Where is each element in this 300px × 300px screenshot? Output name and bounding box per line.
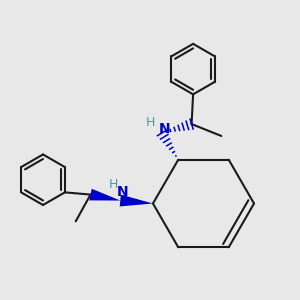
Text: N: N — [158, 122, 170, 136]
Polygon shape — [120, 195, 153, 206]
Polygon shape — [89, 189, 120, 200]
Text: H: H — [109, 178, 119, 191]
Text: H: H — [146, 116, 155, 129]
Text: N: N — [117, 185, 128, 199]
